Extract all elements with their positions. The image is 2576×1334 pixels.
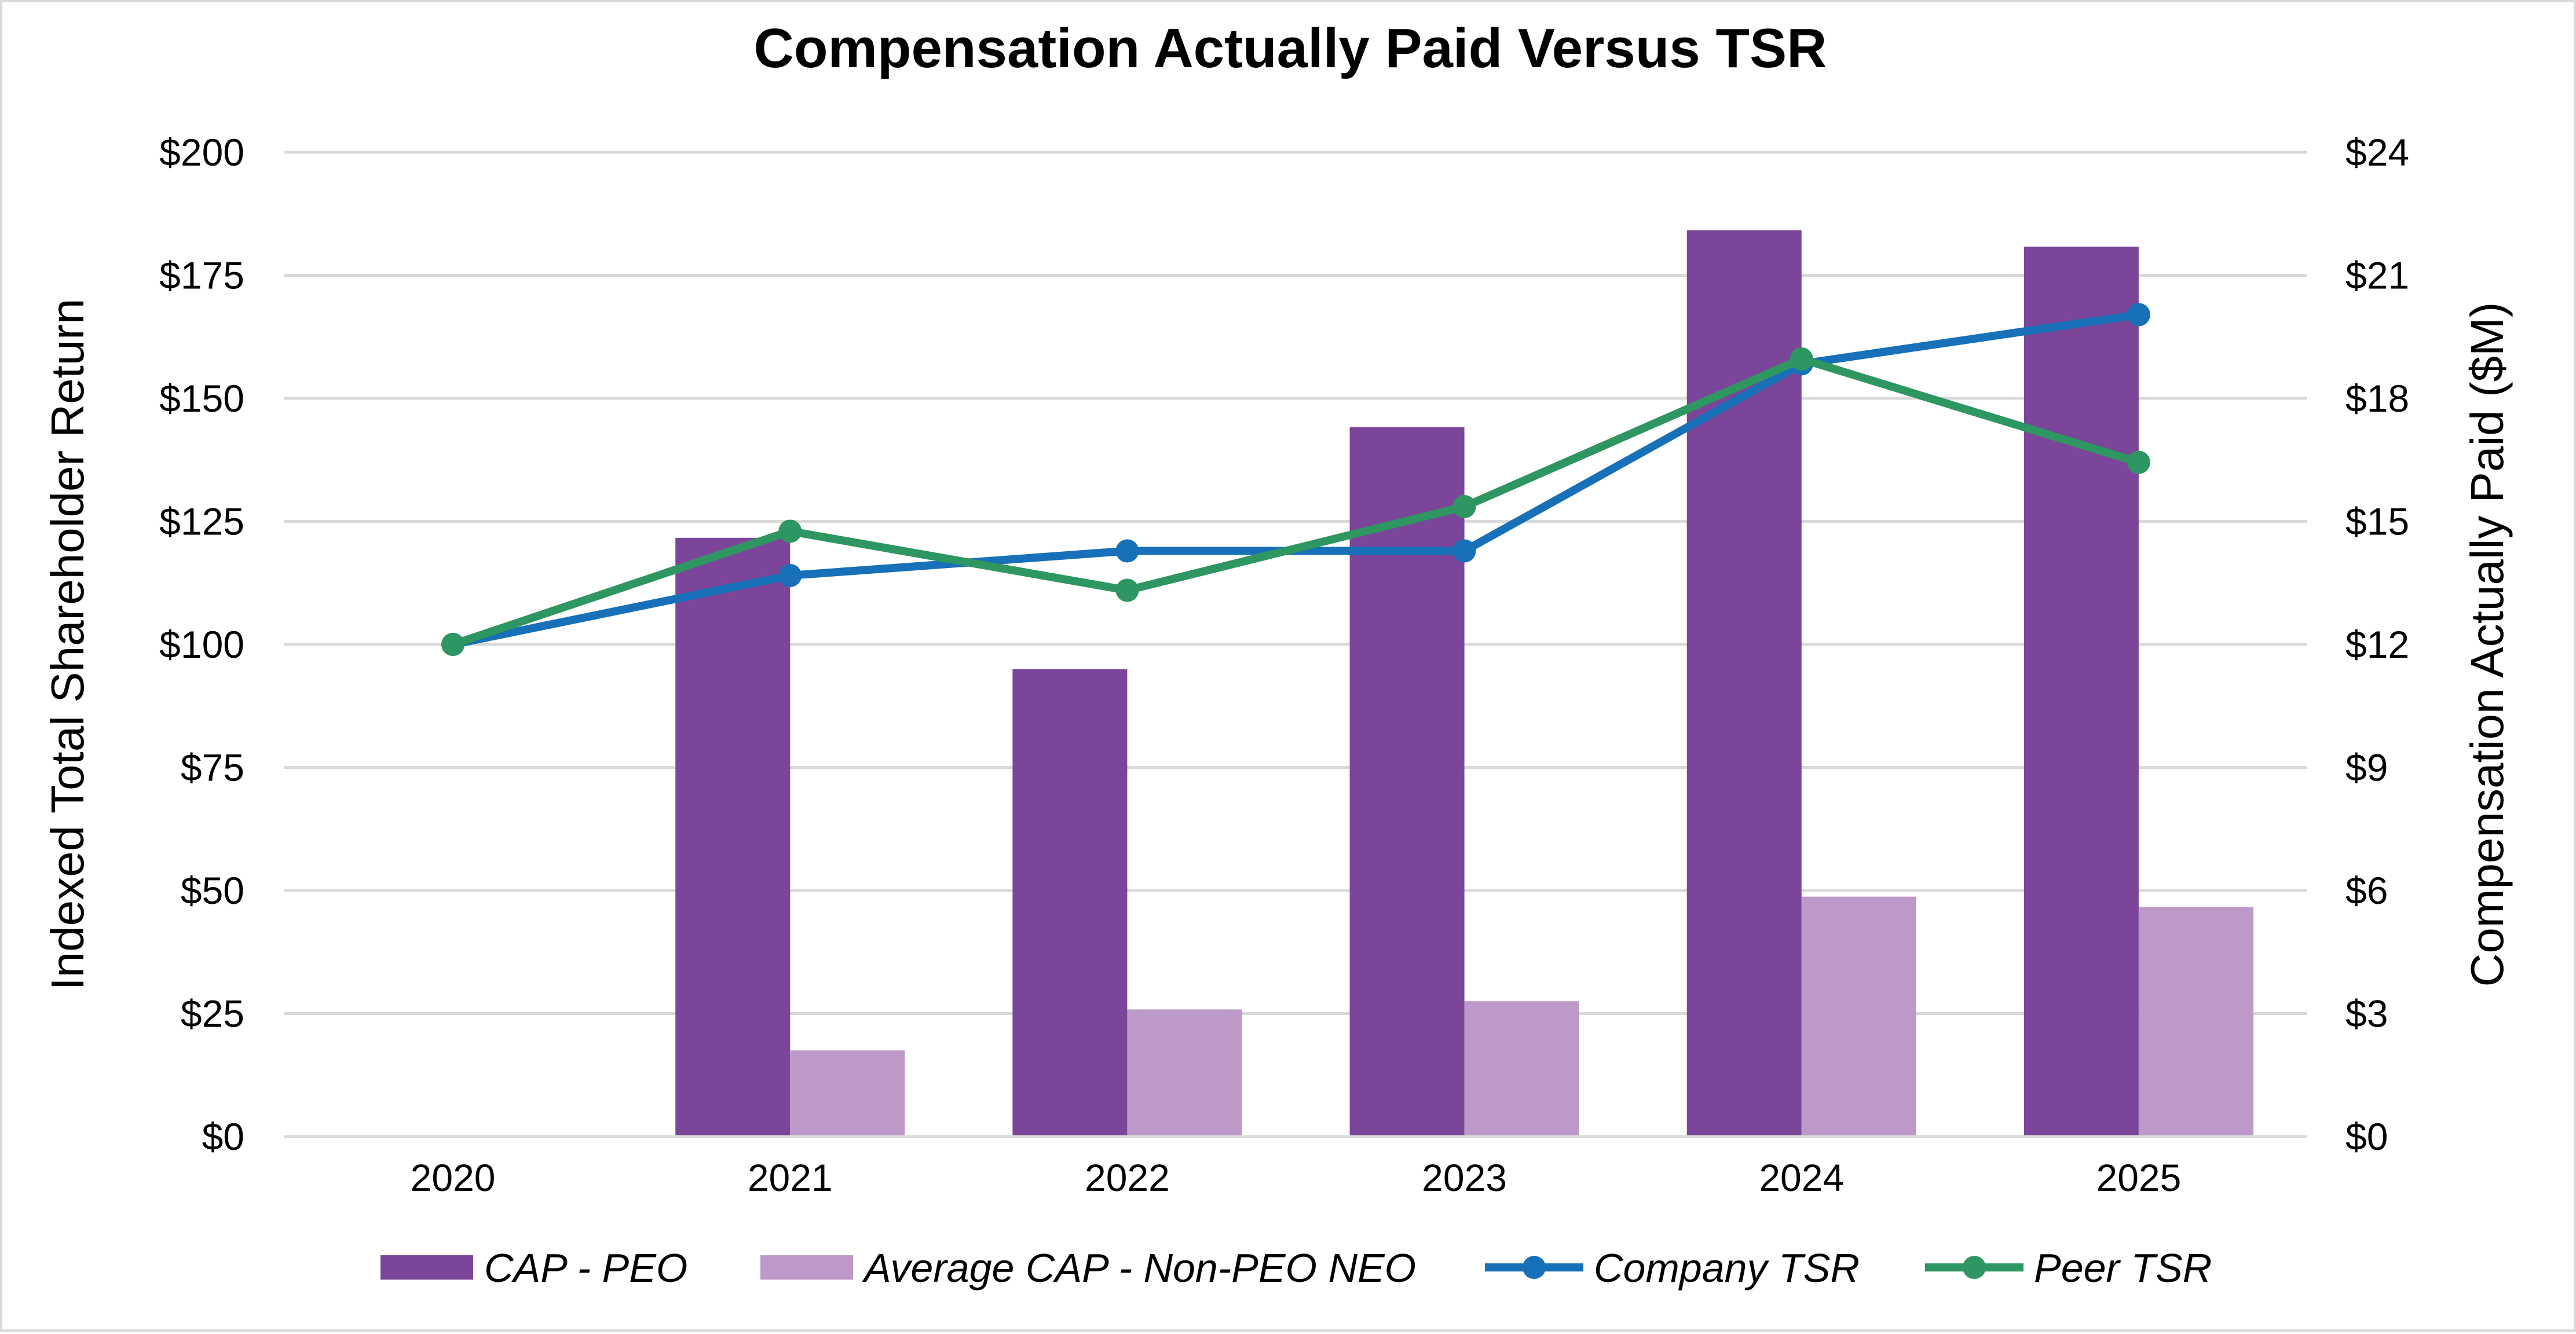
y-left-tick-label: $50 bbox=[181, 869, 244, 912]
y-right-tick-label: $12 bbox=[2346, 623, 2409, 666]
x-axis: 2020 2021 2022 2023 2024 2025 bbox=[411, 1156, 2182, 1199]
legend: CAP - PEO Average CAP - Non-PEO NEO Compan… bbox=[380, 1245, 2212, 1291]
point-peer-tsr bbox=[1452, 495, 1476, 518]
legend-peer-tsr: Peer TSR bbox=[1925, 1245, 2212, 1291]
chart-title: Compensation Actually Paid Versus TSR bbox=[754, 17, 1827, 79]
x-tick-label: 2024 bbox=[1759, 1156, 1844, 1199]
bar-cap-peo bbox=[1012, 669, 1128, 1137]
y-right-tick-label: $6 bbox=[2346, 869, 2388, 912]
legend-company-tsr-swatch-marker bbox=[1523, 1256, 1546, 1279]
point-company-tsr bbox=[2127, 303, 2150, 327]
legend-company-tsr-label: Company TSR bbox=[1594, 1245, 1860, 1291]
legend-average-cap-non-peo-neo: Average CAP - Non-PEO NEO bbox=[760, 1245, 1416, 1291]
y-right-tick-label: $0 bbox=[2346, 1115, 2388, 1158]
point-company-tsr bbox=[1115, 539, 1139, 563]
bar-cap-non-peo-neo bbox=[2138, 907, 2253, 1137]
line-company-tsr bbox=[449, 310, 2143, 648]
left-axis: $0 $25 $50 $75 $100 $125 $150 $175 $200 bbox=[159, 131, 244, 1158]
lines bbox=[441, 303, 2150, 656]
y-left-tick-label: $150 bbox=[159, 377, 244, 420]
legend-average-cap-non-peo-neo-label: Average CAP - Non-PEO NEO bbox=[862, 1245, 1416, 1291]
y-left-tick-label: $100 bbox=[159, 623, 244, 666]
right-axis: $0 $3 $6 $9 $12 $15 $18 $21 $24 bbox=[2346, 131, 2409, 1158]
y-right-tick-label: $9 bbox=[2346, 746, 2388, 789]
legend-peer-tsr-label: Peer TSR bbox=[2034, 1245, 2212, 1291]
point-peer-tsr bbox=[441, 633, 465, 656]
point-company-tsr bbox=[778, 564, 802, 587]
legend-average-cap-non-peo-neo-swatch bbox=[760, 1255, 853, 1280]
bar-cap-non-peo-neo bbox=[1127, 1009, 1242, 1137]
legend-cap-peo-swatch bbox=[380, 1255, 473, 1280]
point-peer-tsr bbox=[778, 519, 802, 543]
y-right-tick-label: $18 bbox=[2346, 377, 2409, 420]
y-left-tick-label: $0 bbox=[202, 1115, 244, 1158]
y-right-tick-label: $21 bbox=[2346, 254, 2409, 297]
point-peer-tsr bbox=[1790, 347, 1813, 371]
bar-cap-non-peo-neo bbox=[790, 1050, 905, 1137]
y-left-tick-label: $200 bbox=[159, 131, 244, 174]
line-peer-tsr bbox=[449, 355, 2143, 648]
y-right-tick-label: $24 bbox=[2346, 131, 2409, 174]
bar-cap-peo bbox=[1349, 427, 1465, 1137]
x-tick-label: 2023 bbox=[1422, 1156, 1507, 1199]
y-axis-left-title: Indexed Total Shareholder Return bbox=[42, 299, 93, 991]
bar-cap-peo bbox=[675, 537, 791, 1137]
y-right-tick-label: $3 bbox=[2346, 992, 2388, 1035]
point-peer-tsr bbox=[1115, 578, 1139, 602]
x-tick-label: 2025 bbox=[2096, 1156, 2182, 1199]
x-tick-label: 2021 bbox=[748, 1156, 833, 1199]
gridlines bbox=[284, 151, 2307, 1015]
legend-company-tsr: Company TSR bbox=[1485, 1245, 1860, 1291]
point-company-tsr bbox=[1452, 539, 1476, 563]
point-peer-tsr bbox=[2127, 450, 2150, 474]
bar-cap-peo bbox=[2024, 246, 2139, 1137]
bar-cap-non-peo-neo bbox=[1801, 896, 1916, 1137]
legend-cap-peo-label: CAP - PEO bbox=[484, 1245, 687, 1291]
y-right-tick-label: $15 bbox=[2346, 500, 2409, 543]
legend-cap-peo: CAP - PEO bbox=[380, 1245, 687, 1291]
y-axis-right-title: Compensation Actually Paid ($M) bbox=[2461, 302, 2513, 987]
bars bbox=[675, 230, 2253, 1137]
x-tick-label: 2022 bbox=[1085, 1156, 1170, 1199]
x-tick-label: 2020 bbox=[411, 1156, 496, 1199]
y-left-tick-label: $125 bbox=[159, 500, 244, 543]
y-left-tick-label: $25 bbox=[181, 992, 244, 1035]
y-left-tick-label: $75 bbox=[181, 746, 244, 789]
bar-cap-non-peo-neo bbox=[1464, 1001, 1579, 1137]
legend-peer-tsr-swatch-marker bbox=[1963, 1256, 1986, 1279]
y-left-tick-label: $175 bbox=[159, 254, 244, 297]
